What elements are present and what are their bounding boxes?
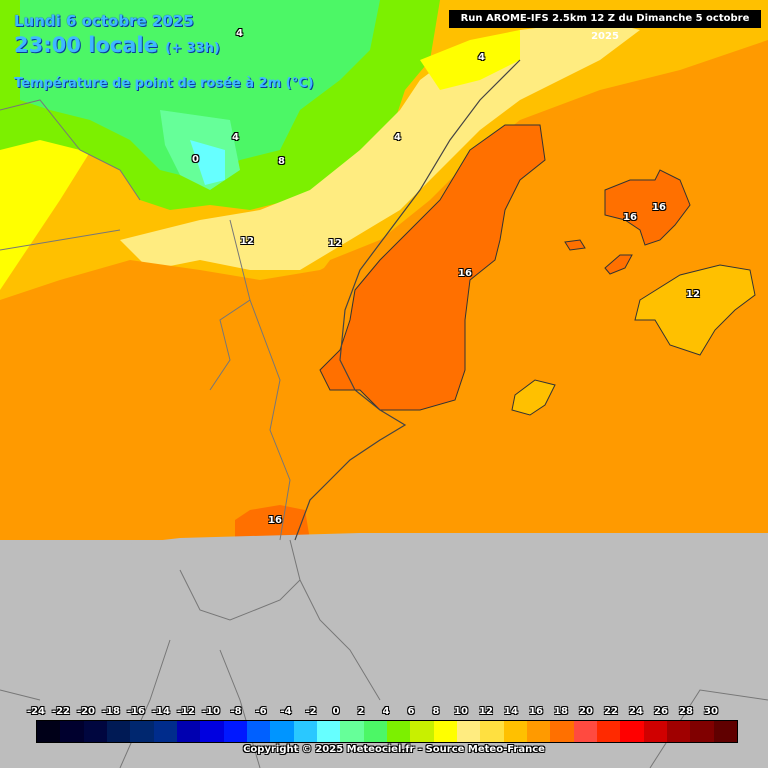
- legend-swatch: [176, 721, 201, 742]
- legend-tick-label: 26: [654, 706, 668, 717]
- legend-tick-label: -2: [305, 706, 317, 717]
- legend-swatch: [386, 721, 411, 742]
- field-green-deep: [20, 0, 380, 180]
- legend-swatch: [456, 721, 481, 742]
- contour-label: 12: [686, 289, 700, 300]
- legend-swatch: [433, 721, 457, 742]
- contour-label: 12: [328, 238, 342, 249]
- field-dkorange-blob: [564, 239, 586, 251]
- legend-swatch: [153, 721, 177, 742]
- legend-swatch: [410, 721, 434, 742]
- contour-label: 16: [268, 515, 282, 526]
- legend-tick-label: -12: [176, 706, 196, 717]
- legend-tick-label: 12: [479, 706, 493, 717]
- legend-tick-label: 8: [432, 706, 440, 717]
- island-ibiza: [511, 379, 556, 416]
- legend-swatch: [270, 721, 294, 742]
- legend-swatch: [130, 721, 154, 742]
- legend-tick-label: 22: [604, 706, 618, 717]
- legend-tick-label: -14: [151, 706, 171, 717]
- field-cyan-pocket: [190, 140, 225, 185]
- legend-swatch: [200, 721, 224, 742]
- legend-tick-label: 0: [332, 706, 340, 717]
- legend-swatch: [690, 721, 714, 742]
- contour-label: 4: [478, 52, 485, 63]
- field-dkorange-south: [235, 505, 310, 540]
- forecast-time: 23:00 locale (+ 33h): [14, 33, 220, 57]
- legend-swatch: [293, 721, 317, 742]
- field-dkorange-gulf: [319, 124, 546, 411]
- variable-title: Température de point de rosée à 2m (°C): [14, 76, 314, 91]
- legend-tick-label: -6: [255, 706, 267, 717]
- legend-tick-label: -22: [51, 706, 71, 717]
- field-lightyellow-band: [120, 20, 640, 270]
- contour-label: 4: [236, 28, 243, 39]
- legend-swatch: [550, 721, 574, 742]
- legend-swatch: [37, 721, 61, 742]
- legend-swatch: [503, 721, 527, 742]
- legend-tick-label: 30: [704, 706, 718, 717]
- legend-tick-label: -20: [76, 706, 96, 717]
- legend-swatch: [573, 721, 597, 742]
- legend-swatch: [316, 721, 341, 742]
- legend-tick-label: -18: [101, 706, 121, 717]
- legend-tick-label: -16: [126, 706, 146, 717]
- legend-swatch: [340, 721, 364, 742]
- legend-tick-label: 24: [629, 706, 643, 717]
- legend-swatch: [223, 721, 247, 742]
- legend-tick-row: -24 -22 -20 -18 -16 -14 -12 -10 -8 -6 -4 -2 0 2 4 6 8 10 1…: [24, 706, 754, 718]
- contour-label: 4: [394, 132, 401, 143]
- coastline: [294, 59, 521, 541]
- legend-swatch: [666, 721, 691, 742]
- contour-label: 16: [458, 268, 472, 279]
- island-mallorca: [634, 264, 756, 356]
- legend-tick-label: 10: [454, 706, 468, 717]
- legend-colorbar: [36, 720, 738, 743]
- legend-swatch: [620, 721, 644, 742]
- legend-swatch: [246, 721, 271, 742]
- contour-label: 16: [652, 202, 666, 213]
- legend-tick-label: 20: [579, 706, 593, 717]
- legend-tick-label: 28: [679, 706, 693, 717]
- run-info-box: Run AROME-IFS 2.5km 12 Z du Dimanche 5 o…: [449, 10, 761, 42]
- contour-label: 16: [623, 212, 637, 223]
- admin-borders: [0, 99, 768, 768]
- field-dkorange-east: [604, 169, 691, 246]
- contour-label: 0: [192, 154, 199, 165]
- contour-label: 4: [232, 132, 239, 143]
- forecast-date: Lundi 6 octobre 2025: [14, 12, 194, 30]
- legend-tick-label: 18: [554, 706, 568, 717]
- legend-tick-label: -10: [201, 706, 221, 717]
- legend-tick-label: 16: [529, 706, 543, 717]
- forecast-time-label: 23:00 locale: [14, 33, 158, 57]
- field-yellow-ne: [420, 30, 520, 90]
- contour-label: 8: [278, 156, 285, 167]
- nodata-area: [0, 533, 768, 768]
- legend-swatch: [480, 721, 504, 742]
- legend-tick-label: -24: [26, 706, 46, 717]
- legend-tick-label: -8: [230, 706, 242, 717]
- legend-swatch: [596, 721, 621, 742]
- legend-tick-label: 14: [504, 706, 518, 717]
- legend-swatch: [60, 721, 84, 742]
- legend-tick-label: 4: [382, 706, 390, 717]
- forecast-lead: (+ 33h): [165, 41, 220, 56]
- legend-swatch: [643, 721, 667, 742]
- contour-label: 12: [240, 236, 254, 247]
- legend-tick-label: 6: [407, 706, 415, 717]
- legend-swatch: [106, 721, 131, 742]
- legend-tick-label: -4: [280, 706, 292, 717]
- legend-swatch: [713, 721, 737, 742]
- copyright: Copyright © 2025 Meteociel.fr - Source M…: [243, 744, 545, 755]
- legend-swatch: [83, 721, 107, 742]
- legend-tick-label: 2: [357, 706, 365, 717]
- legend-swatch: [363, 721, 387, 742]
- field-dkorange-blob2: [604, 254, 633, 275]
- legend-swatch: [526, 721, 551, 742]
